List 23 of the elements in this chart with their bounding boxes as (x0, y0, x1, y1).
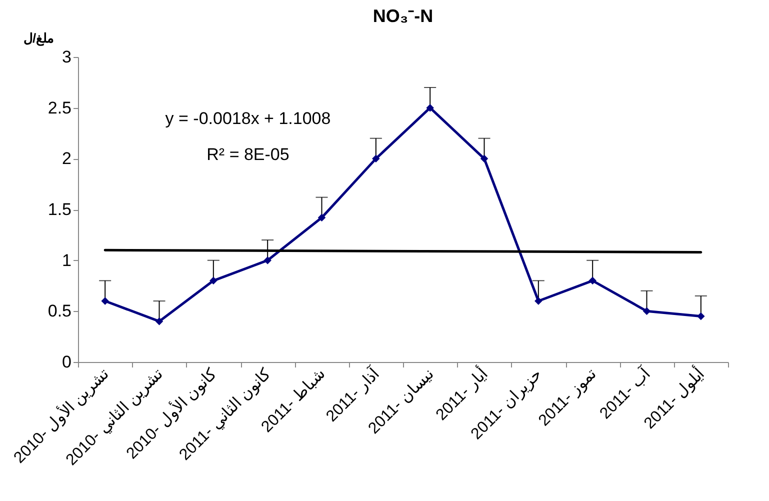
point (264, 256, 272, 264)
point (588, 276, 596, 285)
y-tick-label: 2.5 (48, 98, 72, 118)
y-tick-label: 0 (62, 352, 72, 372)
point (480, 154, 488, 163)
annotation: R² = 8E-05 (206, 145, 290, 164)
point (155, 317, 164, 326)
y-axis-title: ملغ/ل (24, 30, 54, 46)
y-tick-label: 2 (62, 149, 72, 168)
chart-title: NO₃⁻-N (372, 6, 434, 26)
point (697, 312, 705, 320)
y-tick-label: 1.5 (48, 200, 72, 219)
y-tick-label: 1 (62, 250, 72, 270)
point (426, 104, 434, 112)
point (534, 297, 542, 305)
point (210, 276, 218, 285)
point (101, 297, 109, 305)
point (642, 307, 651, 316)
point (372, 154, 380, 163)
point (318, 214, 326, 222)
y-tick-label: 3 (62, 48, 72, 66)
annotation: y = -0.0018x + 1.1008 (165, 109, 331, 128)
y-tick-label: 0.5 (48, 302, 72, 321)
